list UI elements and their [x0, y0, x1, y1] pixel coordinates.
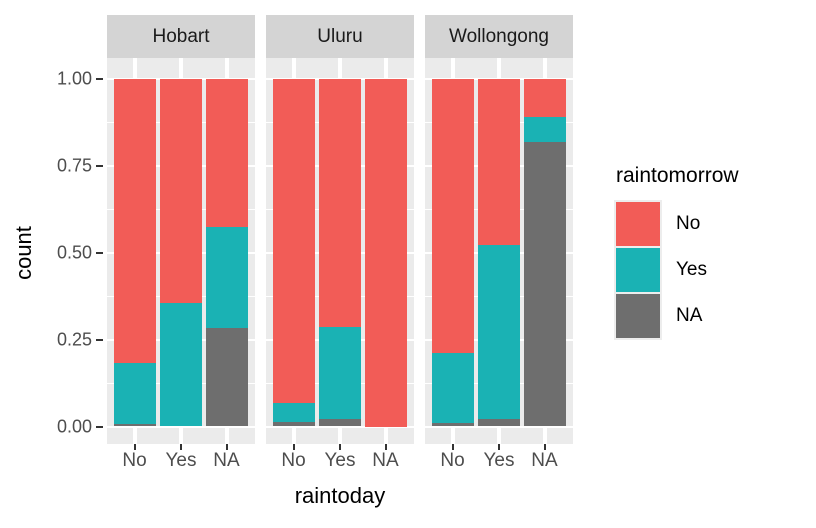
facet-panel	[266, 58, 414, 444]
y-axis-tick-label: 0.25	[56, 329, 92, 349]
x-axis-tick-mark	[292, 444, 295, 450]
bar-segment-yes	[205, 226, 248, 328]
major-gridline	[425, 425, 573, 428]
legend-entry-label: NA	[676, 305, 703, 326]
y-axis-tick-mark	[96, 425, 103, 428]
x-axis-tick-mark	[384, 444, 387, 450]
y-axis-tick-label: 0.00	[56, 416, 92, 436]
bar-segment-na	[523, 141, 566, 427]
facet-strip-label: Wollongong	[448, 25, 549, 47]
bar-segment-yes	[523, 116, 566, 142]
x-axis-tick-label: Yes	[483, 450, 515, 471]
bar-segment-no	[478, 78, 520, 245]
x-axis-tick-mark	[543, 444, 546, 450]
facet-strip-label: Hobart	[152, 25, 210, 47]
legend-entry-label: No	[676, 213, 701, 234]
bar-segment-yes	[478, 244, 520, 420]
bar-segment-yes	[319, 327, 361, 420]
bar-segment-na	[113, 423, 156, 427]
x-axis-tick-label: Yes	[165, 450, 197, 471]
bar-segment-yes	[160, 302, 202, 427]
y-axis-tick-mark	[96, 251, 103, 254]
legend-title: raintomorrow	[616, 164, 739, 187]
bar-segment-na	[319, 419, 361, 427]
facet-panel	[425, 58, 573, 444]
y-axis-tick-mark	[96, 338, 103, 341]
x-axis-title: raintoday	[294, 483, 386, 508]
bar-segment-na	[205, 327, 248, 427]
legend-key-swatch	[616, 248, 660, 292]
bar-segment-yes	[431, 352, 474, 424]
x-axis-tick-mark	[339, 444, 341, 450]
bar-segment-no	[113, 78, 156, 364]
x-axis-tick-label: No	[281, 450, 306, 471]
y-axis-title: count	[11, 226, 36, 280]
x-axis-tick-label: No	[440, 450, 465, 471]
bar-segment-yes	[272, 402, 315, 423]
x-axis-tick-mark	[498, 444, 500, 450]
y-axis-tick-label: 0.75	[56, 155, 92, 175]
major-gridline	[266, 425, 414, 428]
facet-strip: Wollongong	[425, 15, 573, 58]
x-axis-tick-label: No	[122, 450, 147, 471]
y-axis-tick-label: 0.50	[56, 242, 92, 262]
legend-entry-label: Yes	[676, 259, 707, 280]
legend-key-swatch	[616, 202, 660, 246]
bar-segment-no	[205, 78, 248, 227]
x-axis-tick-mark	[133, 444, 136, 450]
y-axis-tick-mark	[96, 77, 103, 80]
legend-key-swatch	[616, 294, 660, 338]
legend-entry: Yes	[616, 248, 739, 292]
bar-segment-no	[431, 78, 474, 353]
x-axis-tick-label: Yes	[324, 450, 356, 471]
bar-segment-no	[272, 78, 315, 403]
facet-strip: Hobart	[107, 15, 255, 58]
bar-segment-no	[160, 78, 202, 303]
facet-panel	[107, 58, 255, 444]
x-axis-tick-mark	[451, 444, 454, 450]
major-gridline	[107, 425, 255, 428]
bar-segment-yes	[113, 363, 156, 424]
x-axis-tick-mark	[225, 444, 228, 450]
x-axis-tick-mark	[180, 444, 182, 450]
y-axis-tick-label: 1.00	[56, 68, 92, 88]
x-axis-tick-label: NA	[213, 450, 240, 471]
legend: raintomorrow No Yes NA	[616, 164, 739, 340]
bar-segment-na	[272, 422, 315, 427]
bar-segment-no	[523, 78, 566, 117]
bar-segment-na	[431, 423, 474, 427]
legend-entry: NA	[616, 294, 739, 338]
legend-entry: No	[616, 202, 739, 246]
bar-segment-na	[478, 419, 520, 427]
y-axis-tick-mark	[96, 164, 103, 167]
facet-strip: Uluru	[266, 15, 414, 58]
x-axis-tick-label: NA	[531, 450, 558, 471]
x-axis-tick-label: NA	[372, 450, 399, 471]
facet-strip-label: Uluru	[317, 25, 363, 47]
bar-segment-no	[364, 78, 407, 427]
legend-keys: No Yes NA	[616, 202, 739, 338]
bar-segment-no	[319, 78, 361, 328]
